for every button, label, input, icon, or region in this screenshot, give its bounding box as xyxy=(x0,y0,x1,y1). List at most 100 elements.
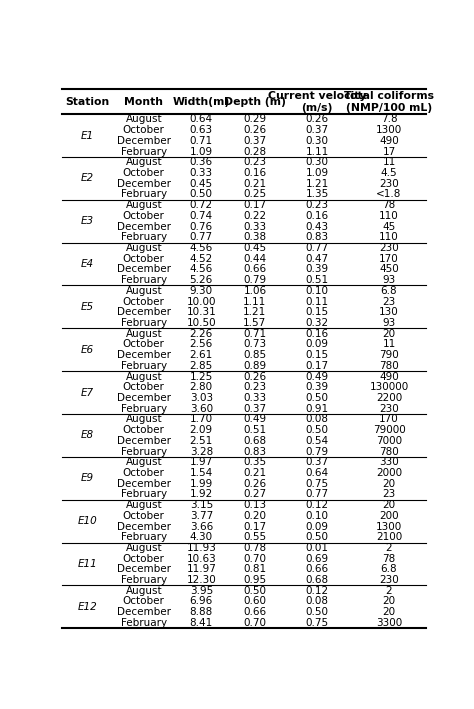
Text: 5.26: 5.26 xyxy=(190,275,213,285)
Text: 3.77: 3.77 xyxy=(190,510,213,521)
Text: 0.11: 0.11 xyxy=(305,296,328,306)
Text: 10.50: 10.50 xyxy=(186,318,216,328)
Text: December: December xyxy=(117,350,171,360)
Text: 0.79: 0.79 xyxy=(305,447,328,457)
Text: 2: 2 xyxy=(386,543,392,553)
Text: 20: 20 xyxy=(383,500,396,510)
Text: December: December xyxy=(117,307,171,317)
Text: 170: 170 xyxy=(379,414,399,425)
Text: December: December xyxy=(117,607,171,618)
Text: E9: E9 xyxy=(81,474,94,484)
Text: 0.49: 0.49 xyxy=(243,414,266,425)
Text: 130000: 130000 xyxy=(369,382,409,392)
Text: E5: E5 xyxy=(81,302,94,312)
Text: 17: 17 xyxy=(383,147,396,157)
Text: December: December xyxy=(117,436,171,446)
Text: February: February xyxy=(121,275,167,285)
Text: 0.26: 0.26 xyxy=(243,372,266,381)
Text: 1.11: 1.11 xyxy=(305,147,328,157)
Text: October: October xyxy=(123,211,165,221)
Text: E2: E2 xyxy=(81,174,94,184)
Text: 6.96: 6.96 xyxy=(190,596,213,606)
Text: 8.41: 8.41 xyxy=(190,618,213,628)
Text: 1.35: 1.35 xyxy=(305,189,328,199)
Text: February: February xyxy=(121,403,167,413)
Text: 0.17: 0.17 xyxy=(305,361,328,371)
Text: 0.33: 0.33 xyxy=(190,168,213,178)
Text: Current velocity
(m/s): Current velocity (m/s) xyxy=(268,91,366,113)
Text: 0.95: 0.95 xyxy=(243,575,266,585)
Text: 0.23: 0.23 xyxy=(243,382,266,392)
Text: 0.26: 0.26 xyxy=(243,125,266,135)
Text: Width(m): Width(m) xyxy=(173,96,230,107)
Text: 7000: 7000 xyxy=(376,436,402,446)
Text: August: August xyxy=(126,543,162,553)
Text: 20: 20 xyxy=(383,479,396,489)
Text: 0.72: 0.72 xyxy=(190,200,213,210)
Text: 1.21: 1.21 xyxy=(305,179,328,189)
Text: 10.63: 10.63 xyxy=(186,554,216,564)
Text: August: August xyxy=(126,457,162,467)
Text: 0.17: 0.17 xyxy=(243,200,266,210)
Text: E4: E4 xyxy=(81,259,94,269)
Text: December: December xyxy=(117,136,171,146)
Text: 0.01: 0.01 xyxy=(305,543,328,553)
Text: 0.50: 0.50 xyxy=(305,532,328,542)
Text: 0.70: 0.70 xyxy=(244,618,266,628)
Text: 0.78: 0.78 xyxy=(243,543,266,553)
Text: E8: E8 xyxy=(81,430,94,440)
Text: 0.20: 0.20 xyxy=(244,510,266,521)
Text: 1.09: 1.09 xyxy=(190,147,213,157)
Text: December: December xyxy=(117,393,171,403)
Text: 0.50: 0.50 xyxy=(190,189,213,199)
Text: 0.76: 0.76 xyxy=(190,222,213,232)
Text: 0.09: 0.09 xyxy=(305,522,328,532)
Text: 20: 20 xyxy=(383,607,396,618)
Text: 0.91: 0.91 xyxy=(305,403,328,413)
Text: October: October xyxy=(123,340,165,350)
Text: 0.15: 0.15 xyxy=(305,350,328,360)
Text: August: August xyxy=(126,329,162,339)
Text: 0.22: 0.22 xyxy=(243,211,266,221)
Text: E7: E7 xyxy=(81,388,94,398)
Text: 0.37: 0.37 xyxy=(243,136,266,146)
Text: 0.32: 0.32 xyxy=(305,318,328,328)
Text: 230: 230 xyxy=(379,243,399,253)
Text: 78: 78 xyxy=(383,200,396,210)
Text: 1.11: 1.11 xyxy=(243,296,266,306)
Text: October: October xyxy=(123,554,165,564)
Text: 2.56: 2.56 xyxy=(190,340,213,350)
Text: 0.37: 0.37 xyxy=(305,125,328,135)
Text: 0.73: 0.73 xyxy=(243,340,266,350)
Text: August: August xyxy=(126,414,162,425)
Text: February: February xyxy=(121,532,167,542)
Text: 0.85: 0.85 xyxy=(243,350,266,360)
Text: 0.26: 0.26 xyxy=(305,114,328,125)
Text: 0.51: 0.51 xyxy=(243,425,266,435)
Text: 0.69: 0.69 xyxy=(305,554,328,564)
Text: 8.88: 8.88 xyxy=(190,607,213,618)
Text: 0.50: 0.50 xyxy=(244,586,266,596)
Text: 230: 230 xyxy=(379,575,399,585)
Text: August: August xyxy=(126,157,162,167)
Text: 3300: 3300 xyxy=(376,618,402,628)
Text: 0.39: 0.39 xyxy=(305,264,328,274)
Text: 11: 11 xyxy=(383,157,396,167)
Text: 0.70: 0.70 xyxy=(244,554,266,564)
Text: 12.30: 12.30 xyxy=(186,575,216,585)
Text: August: August xyxy=(126,286,162,296)
Text: 0.35: 0.35 xyxy=(243,457,266,467)
Text: 0.75: 0.75 xyxy=(305,618,328,628)
Text: 10.31: 10.31 xyxy=(186,307,216,317)
Text: 0.81: 0.81 xyxy=(243,564,266,574)
Text: 0.30: 0.30 xyxy=(305,136,328,146)
Text: 0.66: 0.66 xyxy=(243,607,266,618)
Text: Station: Station xyxy=(65,96,110,107)
Text: 20: 20 xyxy=(383,596,396,606)
Text: 780: 780 xyxy=(379,361,399,371)
Text: 0.26: 0.26 xyxy=(243,479,266,489)
Text: February: February xyxy=(121,618,167,628)
Text: 0.74: 0.74 xyxy=(190,211,213,221)
Text: 790: 790 xyxy=(379,350,399,360)
Text: 0.21: 0.21 xyxy=(243,468,266,478)
